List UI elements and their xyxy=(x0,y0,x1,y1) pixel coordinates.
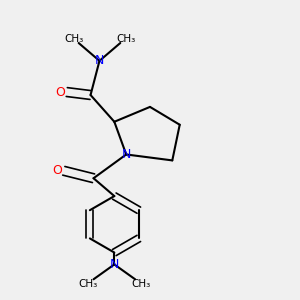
Text: N: N xyxy=(122,148,131,161)
Text: CH₃: CH₃ xyxy=(64,34,84,44)
Text: N: N xyxy=(110,258,119,271)
Text: N: N xyxy=(95,54,104,67)
Text: CH₃: CH₃ xyxy=(131,279,151,289)
Text: O: O xyxy=(52,164,62,177)
Text: CH₃: CH₃ xyxy=(78,279,97,289)
Text: O: O xyxy=(56,85,65,98)
Text: CH₃: CH₃ xyxy=(117,34,136,44)
